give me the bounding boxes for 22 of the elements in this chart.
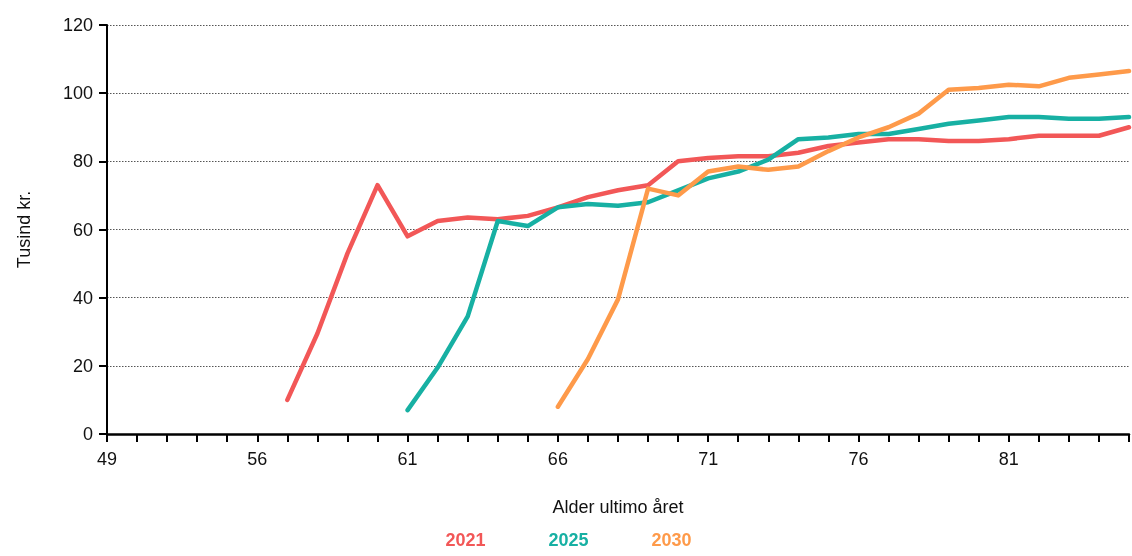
- line-series: [405, 114, 1132, 413]
- x-tick-label: 66: [547, 449, 568, 469]
- line-series: [285, 125, 1132, 403]
- x-tick-label: 71: [698, 449, 719, 469]
- y-tick-label: 60: [72, 219, 93, 240]
- text: 2025: [548, 530, 589, 550]
- text: 2021: [445, 530, 486, 550]
- x-axis-title: Alder ultimo året: [552, 497, 684, 517]
- x-tick-label: 76: [848, 449, 869, 469]
- y-tick-label: 0: [82, 424, 93, 444]
- x-tick-label: 61: [397, 449, 418, 469]
- y-axis-title: Tusind kr.: [14, 190, 34, 269]
- text: 2030: [651, 530, 692, 550]
- y-tick-label: 100: [62, 83, 93, 104]
- x-tick-label: 56: [247, 449, 268, 469]
- y-tick-label: 40: [72, 287, 93, 308]
- x-tick-label: 81: [998, 449, 1019, 469]
- y-tick-label: 80: [72, 151, 93, 172]
- y-tick-label: 120: [62, 15, 93, 35]
- line-series: [555, 68, 1132, 409]
- y-tick-label: 20: [72, 355, 93, 376]
- x-tick-label: 49: [96, 449, 118, 469]
